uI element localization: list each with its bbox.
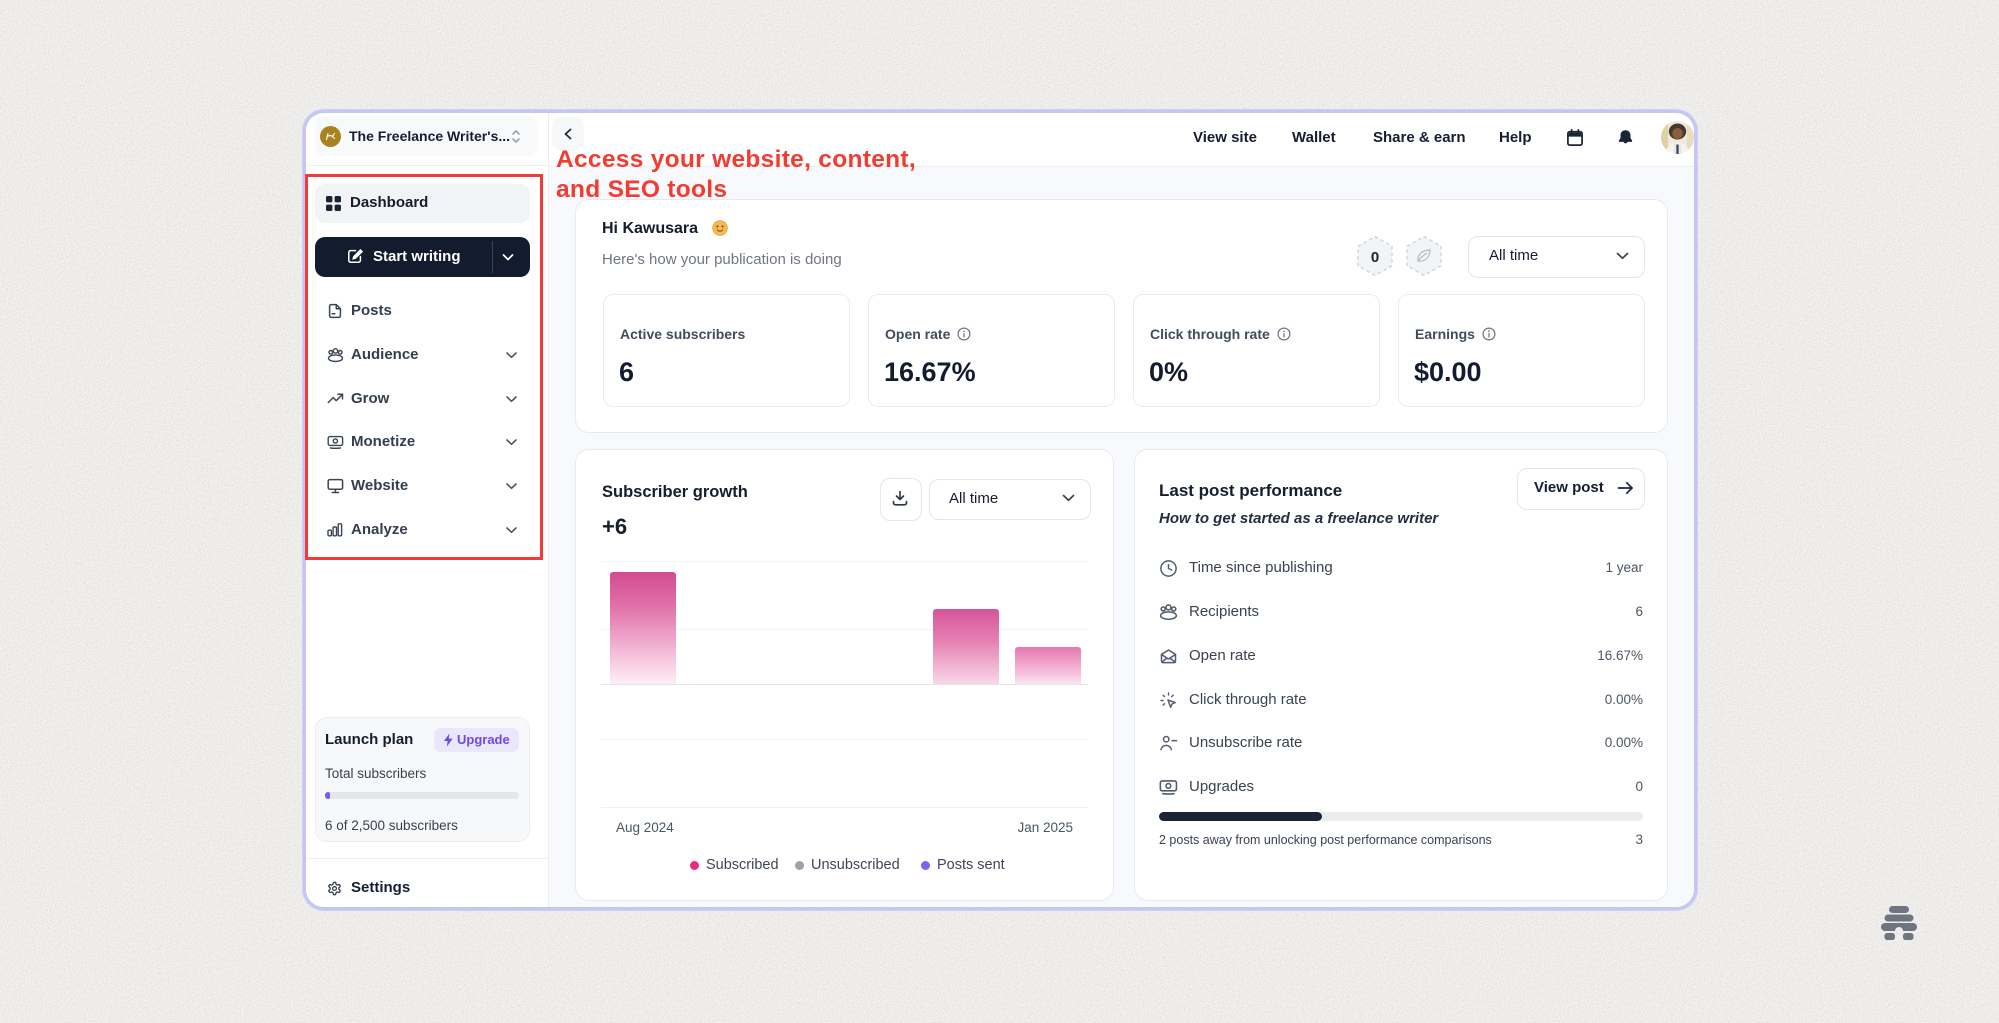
svg-text:0: 0 xyxy=(1371,249,1379,266)
